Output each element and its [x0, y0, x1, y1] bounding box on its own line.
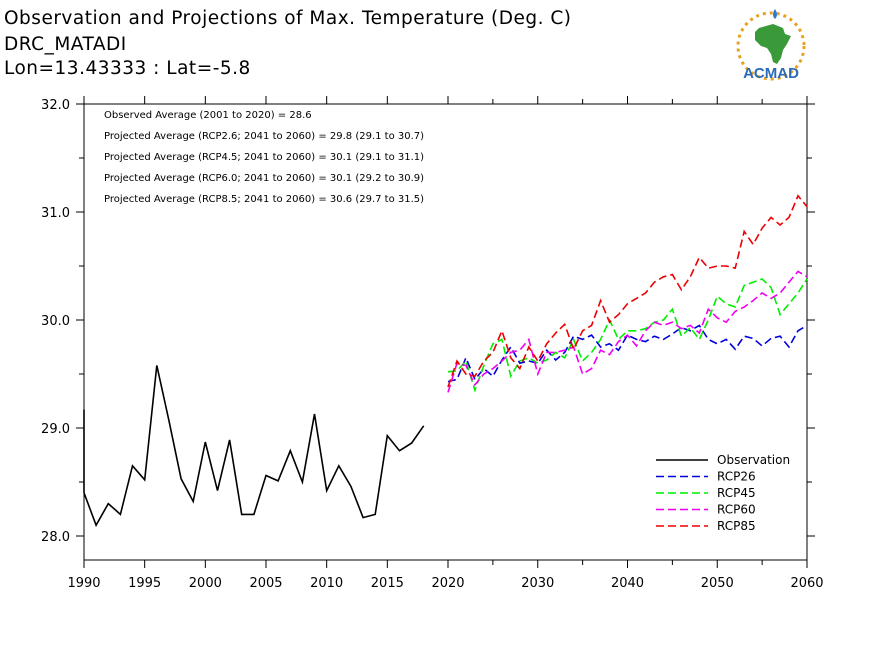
x-tick-label: 1990 [67, 576, 100, 591]
legend-label: Observation [717, 453, 790, 467]
y-tick-label: 28.0 [41, 530, 70, 545]
y-axis-tick-labels: 28.0 29.0 30.0 31.0 32.0 [41, 98, 70, 545]
x-tick-label: 2020 [431, 576, 464, 591]
plot-frame [83, 103, 808, 561]
legend-label: RCP85 [717, 519, 756, 533]
series-line-rcp60 [447, 270, 808, 393]
x-tick-label: 2060 [790, 576, 823, 591]
x-tick-label: 2000 [189, 576, 222, 591]
africa-map-icon [755, 24, 791, 64]
acmad-logo: ACMAD [736, 9, 806, 82]
chart-title: Observation and Projections of Max. Temp… [4, 8, 572, 29]
x-tick-label: 2030 [521, 576, 554, 591]
series-line-rcp26 [447, 324, 808, 383]
station-coordinates: Lon=13.43333 : Lat=-5.8 [4, 58, 251, 79]
x-tick-label: 2010 [310, 576, 343, 591]
water-drop-icon [773, 9, 777, 19]
annotation-line: Observed Average (2001 to 2020) = 28.6 [104, 110, 312, 121]
x-tick-label: 1995 [128, 576, 161, 591]
x-tick-label: 2040 [611, 576, 644, 591]
annotation-line: Projected Average (RCP6.0; 2041 to 2060)… [104, 173, 424, 184]
logo-text: ACMAD [743, 65, 799, 82]
x-tick-label: 2005 [249, 576, 282, 591]
legend-label: RCP45 [717, 486, 756, 500]
legend-label: RCP60 [717, 503, 756, 517]
y-tick-label: 30.0 [41, 314, 70, 329]
sun-rays-icon [736, 11, 806, 81]
annotations: Observed Average (2001 to 2020) = 28.6 Pr… [104, 110, 424, 205]
legend-label: RCP26 [717, 470, 756, 484]
y-tick-label: 32.0 [41, 98, 70, 113]
annotation-line: Projected Average (RCP4.5; 2041 to 2060)… [104, 152, 424, 163]
series-lines [83, 194, 808, 528]
y-tick-label: 29.0 [41, 422, 70, 437]
x-tick-label: 2050 [701, 576, 734, 591]
x-axis-tick-labels: 1990 1995 2000 2005 2010 2015 2020 2030 2040 2050… [67, 576, 823, 591]
legend: Observation RCP26 RCP45 RCP60 RCP85 [656, 453, 790, 533]
x-tick-label: 2015 [371, 576, 404, 591]
annotation-line: Projected Average (RCP2.6; 2041 to 2060)… [104, 131, 424, 142]
series-line-rcp45 [447, 278, 808, 393]
axis-ticks [76, 96, 815, 568]
annotation-line: Projected Average (RCP8.5; 2041 to 2060)… [104, 194, 424, 205]
series-line-rcp85 [447, 194, 808, 388]
y-tick-label: 31.0 [41, 206, 70, 221]
series-line-observation [83, 365, 425, 528]
station-name: DRC_MATADI [4, 34, 127, 55]
